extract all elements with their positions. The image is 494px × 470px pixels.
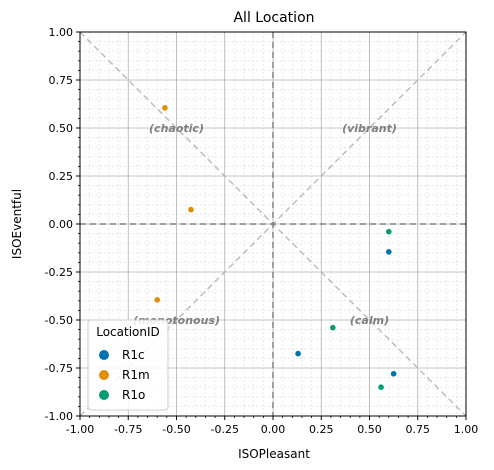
legend-entry-r1o: R1o [122, 388, 145, 402]
data-point-r1m [162, 105, 168, 111]
legend-marker-r1o [99, 390, 109, 400]
y-tick-label: 0.75 [49, 74, 74, 87]
x-tick-label: -0.75 [114, 423, 142, 436]
quadrant-label: (vibrant) [342, 122, 397, 135]
x-tick-label: 0.25 [309, 423, 334, 436]
data-point-r1c [390, 370, 397, 377]
data-point-r1m [188, 206, 194, 213]
legend-entry-r1m: R1m [122, 368, 150, 382]
axis-ticks: -1.00 -0.75 -0.50 -0.25 0.00 0.25 0.50 0.75 1.00… [45, 26, 479, 436]
x-axis-label: ISOPleasant [238, 447, 310, 461]
data-point-r1c [386, 249, 392, 255]
legend-marker-r1c [99, 350, 109, 360]
x-tick-label: 1.00 [454, 423, 479, 436]
quadrant-label: (calm) [350, 314, 389, 327]
data-point-r1o [330, 324, 336, 331]
y-axis-label: ISOEventful [10, 189, 24, 259]
legend-box [87, 319, 169, 411]
y-tick-label: -0.50 [45, 314, 73, 327]
y-tick-label: 0.00 [49, 218, 74, 231]
data-point-r1o [386, 228, 392, 235]
x-tick-label: -0.50 [162, 423, 190, 436]
y-tick-label: -0.75 [45, 362, 73, 375]
y-tick-label: 1.00 [49, 26, 74, 39]
legend-marker-r1m [99, 370, 109, 380]
x-tick-label: -1.00 [66, 423, 94, 436]
quadrant-label: (chaotic) [149, 122, 204, 135]
legend: LocationID R1c R1m R1o [87, 319, 169, 411]
data-point-r1m [154, 297, 160, 303]
x-tick-label: -0.25 [211, 423, 239, 436]
chart-title: All Location [233, 10, 314, 26]
legend-entry-r1c: R1c [122, 348, 145, 362]
x-tick-label: 0.75 [406, 423, 431, 436]
x-tick-label: 0.00 [261, 423, 286, 436]
x-tick-label: 0.50 [357, 423, 382, 436]
data-points [154, 105, 397, 391]
data-point-r1c [295, 350, 301, 357]
y-tick-label: 0.50 [49, 122, 74, 135]
y-tick-label: -0.25 [45, 266, 73, 279]
y-tick-label: -1.00 [45, 410, 73, 423]
y-tick-label: 0.25 [49, 170, 74, 183]
data-point-r1o [378, 384, 384, 391]
legend-title: LocationID [96, 325, 160, 339]
